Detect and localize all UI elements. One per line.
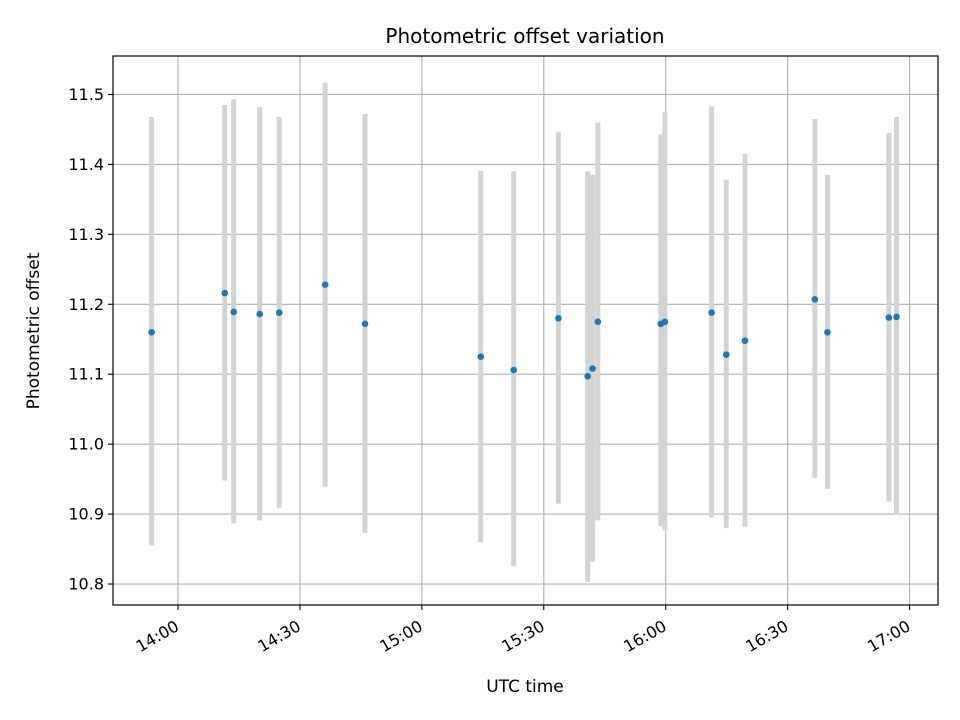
y-tick-label: 11.5 [68, 85, 104, 104]
data-point [741, 337, 749, 344]
data-point [594, 318, 602, 326]
data-point [811, 296, 819, 303]
data-points [148, 281, 900, 380]
data-point [555, 314, 562, 322]
y-tick-label: 11.2 [68, 295, 104, 314]
data-point [510, 366, 518, 374]
y-tick-label: 11.0 [68, 435, 104, 454]
data-point [148, 328, 155, 336]
data-point [221, 289, 229, 297]
plot-frame [112, 55, 939, 606]
data-point [275, 309, 283, 316]
data-point [589, 365, 596, 372]
y-axis-label: Photometric offset [24, 252, 44, 409]
data-point [885, 314, 893, 321]
data-point [722, 351, 730, 358]
data-point [584, 373, 591, 380]
x-axis-label: UTC time [486, 677, 564, 697]
y-tick-label: 10.9 [68, 505, 104, 524]
data-point [256, 310, 264, 318]
y-tick-label: 11.1 [68, 365, 104, 384]
data-point [321, 281, 329, 288]
data-point [893, 313, 900, 321]
y-tick-label: 10.8 [68, 575, 104, 594]
grid-lines [113, 56, 938, 605]
data-point [477, 353, 485, 361]
chart-title: Photometric offset variation [385, 24, 664, 48]
data-point [708, 309, 715, 316]
data-point [361, 320, 369, 328]
y-tick-label: 11.3 [68, 225, 104, 244]
y-tick-label: 11.4 [68, 155, 104, 174]
data-point [661, 318, 669, 326]
data-point [230, 308, 238, 316]
data-point [824, 328, 831, 336]
